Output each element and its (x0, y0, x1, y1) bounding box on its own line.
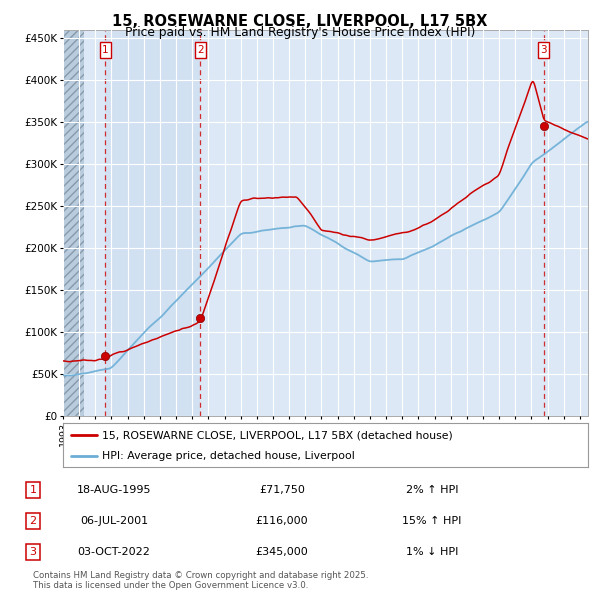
Text: £345,000: £345,000 (256, 547, 308, 556)
Text: 1: 1 (29, 486, 37, 495)
Text: HPI: Average price, detached house, Liverpool: HPI: Average price, detached house, Live… (103, 451, 355, 461)
Text: 3: 3 (29, 547, 37, 556)
Text: 15, ROSEWARNE CLOSE, LIVERPOOL, L17 5BX (detached house): 15, ROSEWARNE CLOSE, LIVERPOOL, L17 5BX … (103, 431, 453, 440)
Text: 15, ROSEWARNE CLOSE, LIVERPOOL, L17 5BX: 15, ROSEWARNE CLOSE, LIVERPOOL, L17 5BX (112, 14, 488, 29)
Text: 06-JUL-2001: 06-JUL-2001 (80, 516, 148, 526)
Text: 3: 3 (540, 45, 547, 55)
Text: 2: 2 (197, 45, 204, 55)
Text: This data is licensed under the Open Government Licence v3.0.: This data is licensed under the Open Gov… (33, 581, 308, 589)
Bar (63, 30, 84, 416)
Text: 2% ↑ HPI: 2% ↑ HPI (406, 486, 458, 495)
Text: Contains HM Land Registry data © Crown copyright and database right 2025.: Contains HM Land Registry data © Crown c… (33, 571, 368, 579)
Text: 1% ↓ HPI: 1% ↓ HPI (406, 547, 458, 556)
Text: £71,750: £71,750 (259, 486, 305, 495)
Bar (106, 30, 200, 416)
Text: 18-AUG-1995: 18-AUG-1995 (77, 486, 151, 495)
Text: Price paid vs. HM Land Registry's House Price Index (HPI): Price paid vs. HM Land Registry's House … (125, 26, 475, 39)
Text: £116,000: £116,000 (256, 516, 308, 526)
Text: 1: 1 (102, 45, 109, 55)
Text: 2: 2 (29, 516, 37, 526)
Text: 03-OCT-2022: 03-OCT-2022 (77, 547, 151, 556)
Text: 15% ↑ HPI: 15% ↑ HPI (403, 516, 461, 526)
